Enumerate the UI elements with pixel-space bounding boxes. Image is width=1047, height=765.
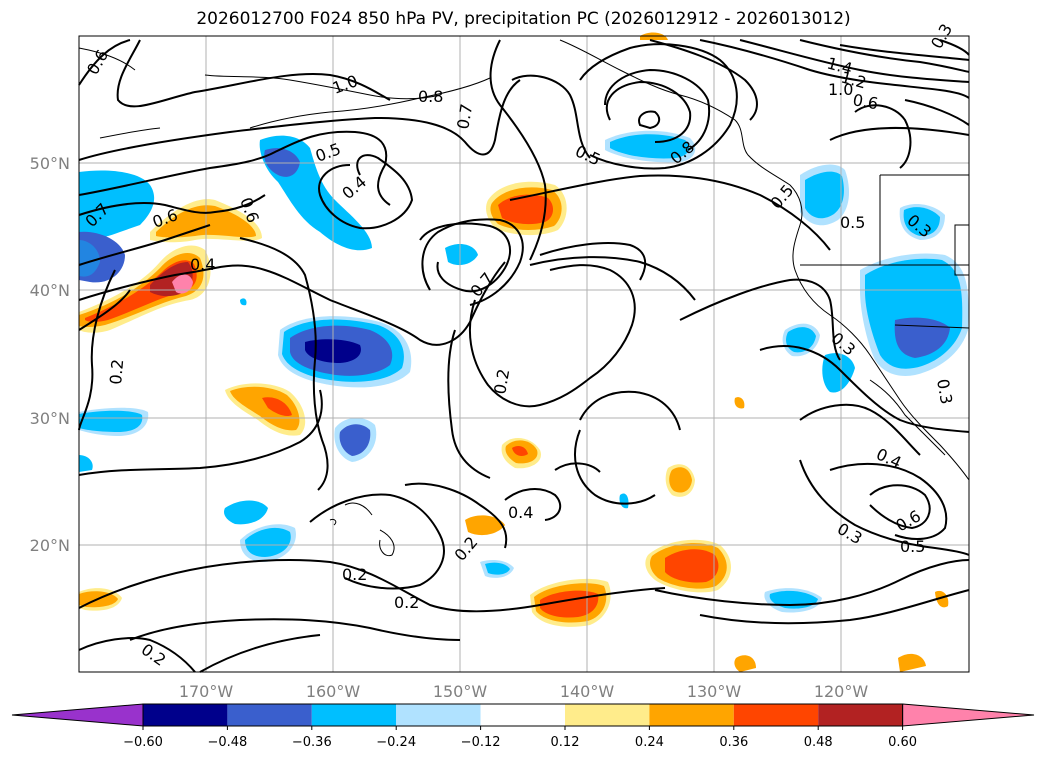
colorbar-tick-label: −0.60 [123,735,163,750]
colorbar-segment [480,704,565,726]
contour-label: 0.8 [418,87,443,106]
colorbar-tick-label: −0.48 [207,735,247,750]
page-title: 2026012700 F024 850 hPa PV, precipitatio… [196,9,851,29]
colorbar-segment [143,704,228,726]
contour-label: 0.4 [508,503,533,522]
contour-label: 0.2 [342,565,367,584]
colorbar-segment [733,704,819,726]
contour-label: 1.0 [828,80,853,99]
colorbar-tick-label: 0.48 [804,735,833,750]
colorbar-segment [396,704,481,726]
lon-label: 170°W [179,682,234,701]
contour-label: 0.2 [394,593,419,612]
colorbar-tick-label: 0.12 [551,735,580,750]
colorbar-extend-low [11,703,144,727]
lat-label: 20°N [30,536,70,555]
contour-label: 0.3 [933,377,956,405]
map-gridlines [79,36,969,672]
plot-background [79,36,969,672]
contour-label: 0.7 [453,102,476,130]
lon-label: 160°W [306,682,361,701]
lat-label: 50°N [30,154,70,173]
contour-label: 0.2 [490,367,513,395]
lon-label: 140°W [560,682,615,701]
colorbar-tick-label: 0.24 [635,735,664,750]
colorbar-segment [227,704,312,726]
pv-contours [78,39,970,673]
lon-label: 120°W [814,682,869,701]
coastlines [78,39,970,557]
lat-label: 40°N [30,281,70,300]
colorbar-tick-label: −0.12 [461,735,501,750]
contour-label: 0.5 [840,213,865,232]
latitude-labels: 50°N 40°N 30°N 20°N [30,154,70,555]
lon-label: 130°W [687,682,742,701]
contour-label: 0.5 [900,537,925,556]
lon-label: 150°W [433,682,488,701]
colorbar-segment [818,704,903,726]
colorbar-segment [565,704,650,726]
plot-frame [78,35,970,673]
colorbar-frame [142,703,904,727]
colorbar-segment [649,704,734,726]
colorbar: −0.60 −0.48 −0.36 −0.24 −0.12 0.12 0.24 0.36 0.4… [11,703,1035,750]
colorbar-extend-high [902,703,1035,727]
contour-label: 0.4 [190,255,215,274]
contour-label: 0.2 [106,358,127,385]
colorbar-tick-label: −0.36 [292,735,332,750]
lat-label: 30°N [30,409,70,428]
colorbar-tick-label: 0.60 [888,735,917,750]
colorbar-tick-label: −0.24 [376,735,416,750]
contour-label: 0.6 [851,90,879,113]
colorbar-tick-label: 0.36 [719,735,748,750]
colorbar-segment [311,704,397,726]
longitude-labels: 170°W 160°W 150°W 140°W 130°W 120°W [179,682,869,701]
